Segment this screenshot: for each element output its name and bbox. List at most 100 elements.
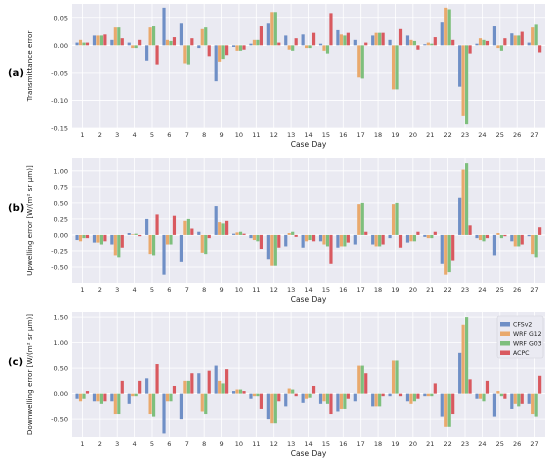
x-tick-label: 23 <box>461 286 469 294</box>
bar-wrf-g03 <box>291 389 295 394</box>
bar-cfsv2 <box>440 234 444 264</box>
bar-acpc <box>311 385 316 394</box>
bar-cfsv2 <box>371 234 375 245</box>
bar-acpc <box>225 369 229 394</box>
bar-cfsv2 <box>318 43 323 46</box>
bar-cfsv2 <box>353 39 357 46</box>
bar-wrf-g12 <box>322 45 326 51</box>
bar-acpc <box>103 234 107 242</box>
bar-acpc <box>138 234 142 237</box>
bar-cfsv2 <box>527 42 531 46</box>
x-tick-label: 25 <box>496 286 504 294</box>
bar-cfsv2 <box>492 393 497 417</box>
bar-wrf-g03 <box>291 45 295 51</box>
bar-acpc <box>242 391 246 394</box>
bar-acpc <box>468 45 472 54</box>
bar-acpc <box>416 231 420 235</box>
bar-wrf-g03 <box>395 360 399 394</box>
bar-wrf-g03 <box>134 45 138 49</box>
bar-wrf-g03 <box>482 39 486 46</box>
bar-wrf-g03 <box>169 393 173 402</box>
bar-wrf-g12 <box>96 35 100 46</box>
bar-wrf-g12 <box>131 234 135 235</box>
bar-acpc <box>120 38 124 46</box>
x-tick-label: 13 <box>287 131 295 139</box>
bar-wrf-g12 <box>96 393 100 402</box>
x-tick-label: 4 <box>133 131 137 139</box>
x-tick-label: 23 <box>461 131 469 139</box>
x-tick-label: 11 <box>252 131 260 139</box>
bar-wrf-g03 <box>82 393 86 399</box>
y-tick-label: 1.50 <box>54 314 68 322</box>
bar-wrf-g03 <box>343 393 347 409</box>
x-tick-label: 22 <box>443 131 451 139</box>
bar-wrf-g12 <box>409 234 413 242</box>
bar-wrf-g03 <box>256 234 260 242</box>
y-tick-label: 0.05 <box>54 14 68 22</box>
bar-wrf-g03 <box>99 35 103 46</box>
x-axis-label: Case Day <box>291 140 327 149</box>
bar-wrf-g12 <box>513 393 517 404</box>
x-tick-label: 7 <box>185 440 189 448</box>
bar-acpc <box>381 393 385 397</box>
x-tick-label: 9 <box>219 131 223 139</box>
x-tick-label: 2 <box>98 131 102 139</box>
bar-wrf-g03 <box>273 234 277 266</box>
bar-wrf-g12 <box>426 42 430 46</box>
bar-acpc <box>485 380 490 394</box>
bar-cfsv2 <box>249 393 253 399</box>
bar-wrf-g03 <box>151 234 156 256</box>
bar-cfsv2 <box>145 378 149 394</box>
bar-acpc <box>294 393 298 397</box>
x-axis-label: Case Day <box>291 449 327 458</box>
x-tick-label: 22 <box>443 286 451 294</box>
bar-wrf-g03 <box>378 393 382 407</box>
bar-wrf-g12 <box>200 234 204 253</box>
legend-swatch <box>500 322 510 327</box>
bar-cfsv2 <box>458 45 462 87</box>
bar-wrf-g12 <box>113 27 117 46</box>
bar-wrf-g12 <box>287 233 291 235</box>
bar-wrf-g03 <box>186 45 190 65</box>
x-tick-label: 24 <box>478 131 486 139</box>
bar-wrf-g12 <box>165 39 170 46</box>
bar-wrf-g03 <box>465 317 469 394</box>
x-tick-label: 7 <box>185 286 189 294</box>
bar-cfsv2 <box>475 393 479 399</box>
bar-acpc <box>172 37 177 46</box>
x-tick-label: 8 <box>202 440 206 448</box>
y-tick-label: 1.00 <box>54 339 68 347</box>
bar-cfsv2 <box>492 234 497 256</box>
x-tick-label: 8 <box>202 286 206 294</box>
bar-acpc <box>416 45 420 50</box>
bar-cfsv2 <box>266 393 270 420</box>
bar-wrf-g12 <box>200 393 204 412</box>
bar-wrf-g03 <box>343 234 347 247</box>
bar-cfsv2 <box>318 393 323 404</box>
bar-wrf-g12 <box>409 39 413 46</box>
bar-wrf-g12 <box>148 234 152 255</box>
x-tick-label: 1 <box>80 131 84 139</box>
bar-cfsv2 <box>388 39 392 46</box>
bar-wrf-g12 <box>113 234 117 256</box>
x-tick-label: 12 <box>270 286 278 294</box>
y-tick-label: 0.00 <box>54 231 68 239</box>
legend-swatch <box>500 331 510 336</box>
x-tick-label: 5 <box>150 131 154 139</box>
bar-wrf-g03 <box>99 393 103 404</box>
bar-cfsv2 <box>475 43 479 46</box>
bar-acpc <box>103 393 107 402</box>
bar-acpc <box>172 215 177 235</box>
bar-cfsv2 <box>492 26 497 46</box>
bar-acpc <box>364 42 368 46</box>
bar-acpc <box>172 385 177 394</box>
bar-wrf-g12 <box>165 393 170 402</box>
bar-wrf-g12 <box>270 12 274 46</box>
bar-cfsv2 <box>371 393 375 407</box>
bar-wrf-g03 <box>482 393 486 402</box>
bar-cfsv2 <box>336 234 340 248</box>
bar-cfsv2 <box>214 365 218 394</box>
bar-cfsv2 <box>162 234 166 275</box>
bar-acpc <box>468 225 472 235</box>
bar-cfsv2 <box>231 233 236 235</box>
